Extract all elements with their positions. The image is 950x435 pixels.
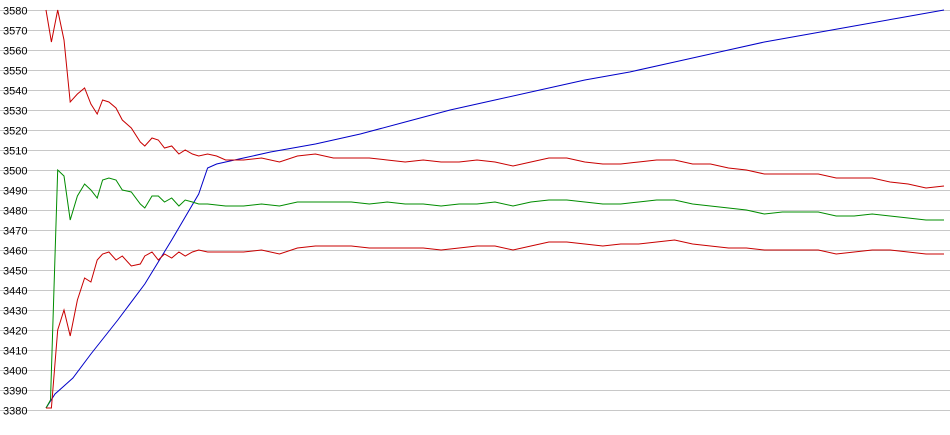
y-tick-label: 3400 [3, 366, 27, 378]
y-tick-label: 3560 [3, 46, 27, 58]
y-tick-label: 3440 [3, 286, 27, 298]
y-tick-label: 3380 [3, 406, 27, 418]
y-tick-label: 3390 [3, 386, 27, 398]
y-tick-label: 3460 [3, 246, 27, 258]
y-tick-label: 3520 [3, 126, 27, 138]
series-lines [45, 9, 945, 409]
series-line-4 [46, 239, 944, 409]
y-tick-label: 3510 [3, 146, 27, 158]
y-axis-tick-labels: 3580 3570 3560 3550 3540 3530 3520 3510 3500 3490… [3, 6, 27, 418]
y-tick-label: 3450 [3, 266, 27, 278]
series-line-2 [45, 9, 945, 189]
y-tick-label: 3470 [3, 226, 27, 238]
series-line-3 [45, 168, 944, 409]
y-tick-label: 3430 [3, 306, 27, 318]
y-tick-label: 3480 [3, 206, 27, 218]
y-tick-label: 3500 [3, 166, 27, 178]
y-tick-label: 3410 [3, 346, 27, 358]
y-tick-label: 3570 [3, 26, 27, 38]
y-tick-label: 3420 [3, 326, 27, 338]
y-tick-label: 3550 [3, 66, 27, 78]
y-tick-label: 3580 [3, 6, 27, 18]
y-tick-label: 3490 [3, 186, 27, 198]
y-tick-label: 3530 [3, 106, 27, 118]
gridlines [0, 10, 950, 411]
series-line-1 [45, 9, 945, 409]
y-tick-label: 3540 [3, 86, 27, 98]
